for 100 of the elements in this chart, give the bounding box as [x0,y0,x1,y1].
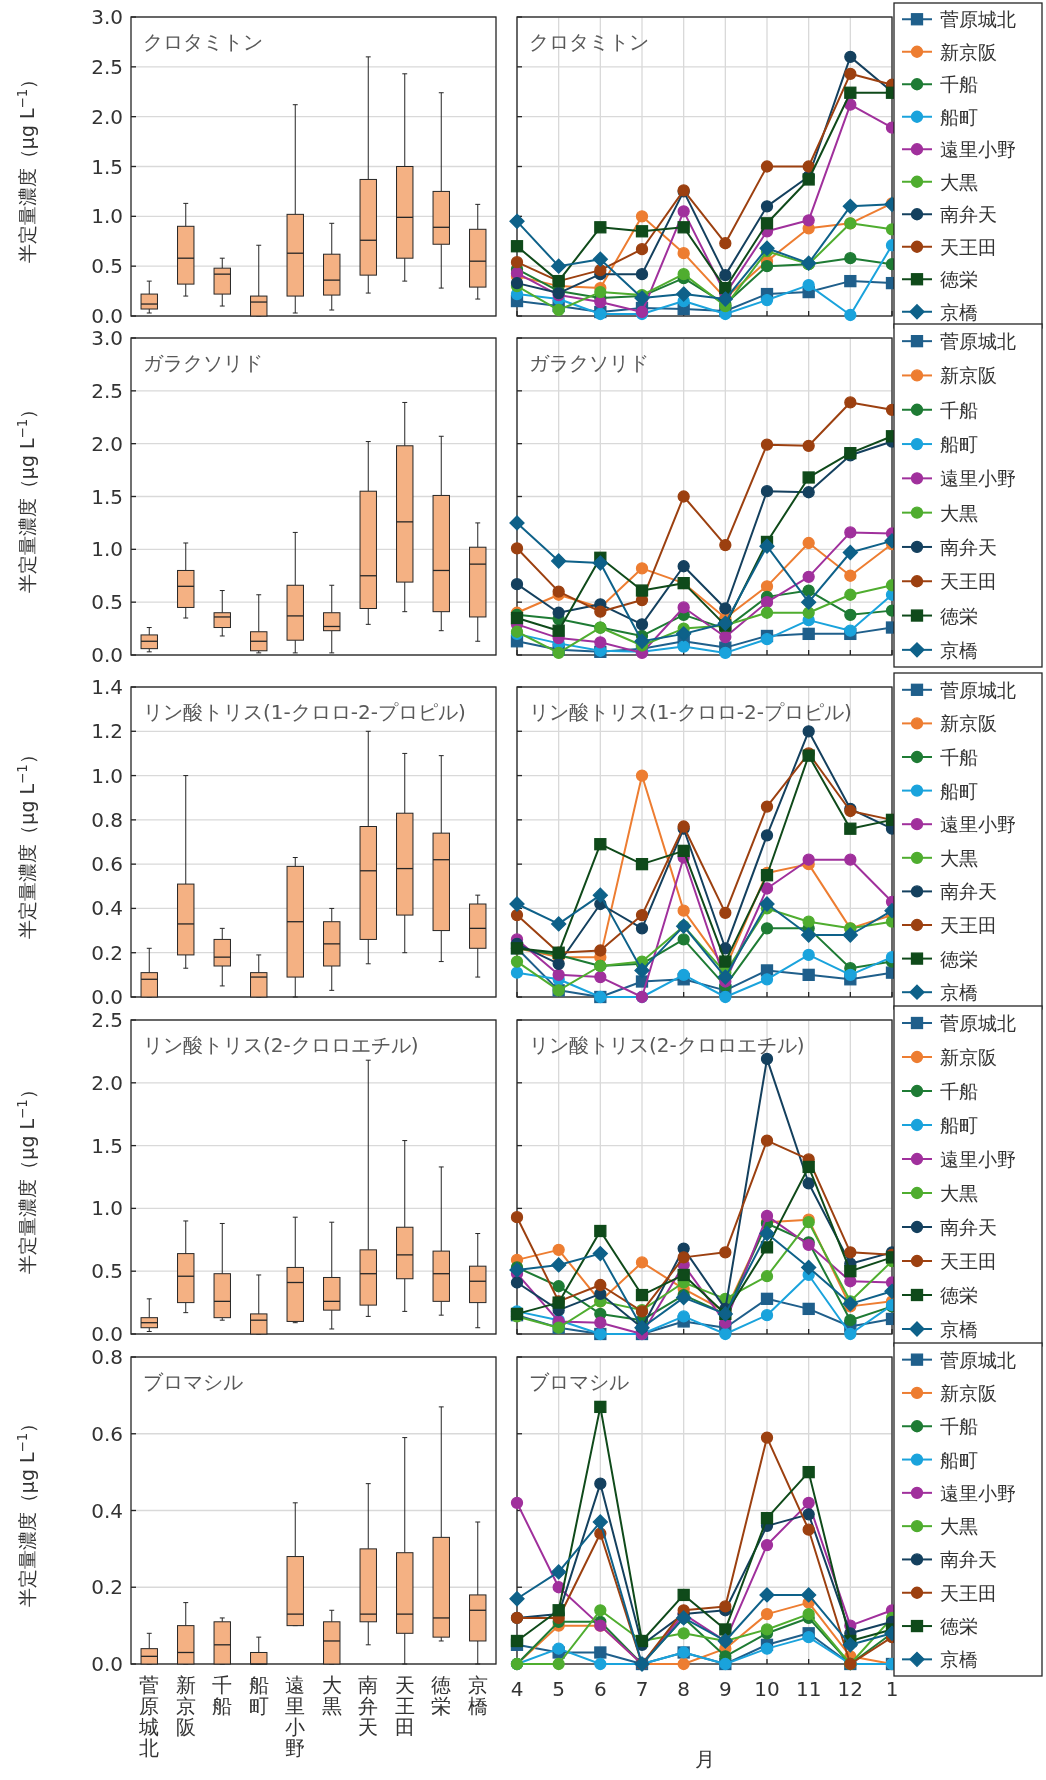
x-tick-label: 9 [718,1677,732,1701]
x-tick-label: 徳栄 [431,1673,452,1718]
legend-label: 船町 [940,105,978,128]
y-tick-label: 2.5 [91,378,123,403]
legend-label: 菅原城北 [940,1348,1016,1371]
legend-label: 船町 [940,1448,978,1471]
x-tick-label: 5 [552,1677,566,1701]
x-tick-label: 7 [635,1677,649,1701]
x-tick-label: 菅原城北 [138,1673,160,1760]
y-tick-label: 0.0 [91,643,123,667]
y-tick-label: 0.0 [91,1652,123,1676]
y-tick-label: 1.4 [91,675,123,699]
y-tick-label: 1.0 [91,1196,123,1221]
y-tick-label: 2.5 [91,1008,123,1032]
x-axis-title: 月 [694,1747,715,1771]
legend-label: 千船 [940,73,978,96]
legend-label: 大黒 [940,170,978,193]
legend-label: 京橋 [940,1318,978,1340]
y-tick-label: 0.5 [91,254,123,279]
x-tick-label: 大黒 [321,1673,342,1718]
y-tick-label: 0.8 [91,1345,123,1369]
y-tick-label: 0.0 [91,304,123,328]
y-tick-label: 1.0 [91,763,123,788]
x-tick-label: 船町 [248,1673,269,1718]
legend-label: 天王田 [940,914,997,936]
legend-label: 遠里小野 [940,1481,1016,1504]
legend-label: 新京阪 [940,364,997,387]
x-tick-label: 12 [837,1677,864,1701]
legend-label: 南弁天 [940,880,997,903]
legend-label: 千船 [940,1415,978,1438]
legend-label: 遠里小野 [940,813,1016,836]
y-tick-label: 2.0 [91,431,123,456]
x-tick-label: 新京阪 [175,1673,196,1739]
legend-label: 天王田 [940,235,997,258]
legend-label: 天王田 [940,570,997,593]
y-tick-label: 3.0 [91,5,123,29]
legend-label: 菅原城北 [940,330,1016,353]
legend-label: 遠里小野 [940,467,1016,490]
x-tick-label: 遠里小野 [285,1673,306,1760]
x-tick-label: 4 [510,1677,524,1701]
y-tick-label: 0.6 [91,1421,123,1446]
legend-label: 船町 [940,1114,978,1136]
legend-label: 千船 [940,746,978,768]
legend-label: 徳栄 [940,268,978,291]
y-tick-label: 1.5 [91,1133,123,1158]
x-tick-label: 京橋 [467,1673,488,1718]
legend-label: 徳栄 [940,1284,978,1306]
x-tick-label: 南弁天 [358,1673,379,1739]
text: ブロマシル [529,1370,629,1394]
y-tick-label: 0.5 [91,1259,123,1284]
legend-label: 天王田 [940,1250,997,1272]
legend-label: 南弁天 [940,535,997,558]
legend-label: 大黒 [940,1182,978,1204]
text: リン酸トリス(1-クロロ-2-プロピル) [529,700,852,724]
text: リン酸トリス(2-クロロエチル) [529,1033,805,1057]
legend-label: 大黒 [940,1515,978,1538]
y-tick-label: 0.4 [91,1498,123,1523]
y-tick-label: 1.5 [91,154,123,179]
legend-label: 菅原城北 [940,8,1016,31]
text: リン酸トリス(2-クロロエチル) [143,1033,419,1057]
legend-label: 新京阪 [940,712,997,735]
x-tick-label: 11 [795,1677,822,1701]
text: リン酸トリス(1-クロロ-2-プロピル) [143,700,466,724]
legend-label: 遠里小野 [940,1148,1016,1170]
y-tick-label: 0.4 [91,896,123,921]
y-tick-label: 0.8 [91,807,123,832]
legend-label: 菅原城北 [940,1012,1016,1034]
x-tick-label: 10 [754,1677,780,1701]
y-tick-label: 0.2 [91,1575,123,1600]
legend-label: 南弁天 [940,1548,997,1571]
legend-label: 徳栄 [940,947,978,970]
legend-label: 千船 [940,398,978,421]
legend-label: 菅原城北 [940,678,1016,701]
x-tick-label: 1 [885,1677,899,1701]
y-tick-label: 0.6 [91,852,123,877]
legend-label: 船町 [940,779,978,802]
legend-label: 船町 [940,433,978,456]
text: ガラクソリド [529,351,649,375]
y-tick-label: 1.0 [91,204,123,229]
x-tick-label: 天王田 [394,1673,415,1739]
y-tick-label: 2.0 [91,104,123,129]
legend-label: 大黒 [940,501,978,524]
y-tick-label: 1.5 [91,484,123,509]
legend-label: 京橋 [940,981,978,1004]
legend-label: 新京阪 [940,40,997,63]
text: ガラクソリド [143,351,263,375]
text: クロタミトン [143,30,263,54]
legend-label: 徳栄 [940,604,978,627]
y-tick-label: 0.2 [91,940,123,965]
legend-label: 京橋 [940,1648,978,1671]
x-tick-label: 6 [593,1677,607,1701]
y-tick-label: 2.5 [91,54,123,79]
legend-label: 徳栄 [940,1615,978,1638]
text: ブロマシル [143,1370,243,1394]
legend-label: 京橋 [940,300,978,323]
x-tick-label: 千船 [212,1673,233,1718]
y-tick-label: 0.0 [91,1322,123,1346]
y-tick-label: 0.5 [91,590,123,615]
x-tick-label: 8 [677,1677,691,1701]
legend-label: 天王田 [940,1581,997,1604]
